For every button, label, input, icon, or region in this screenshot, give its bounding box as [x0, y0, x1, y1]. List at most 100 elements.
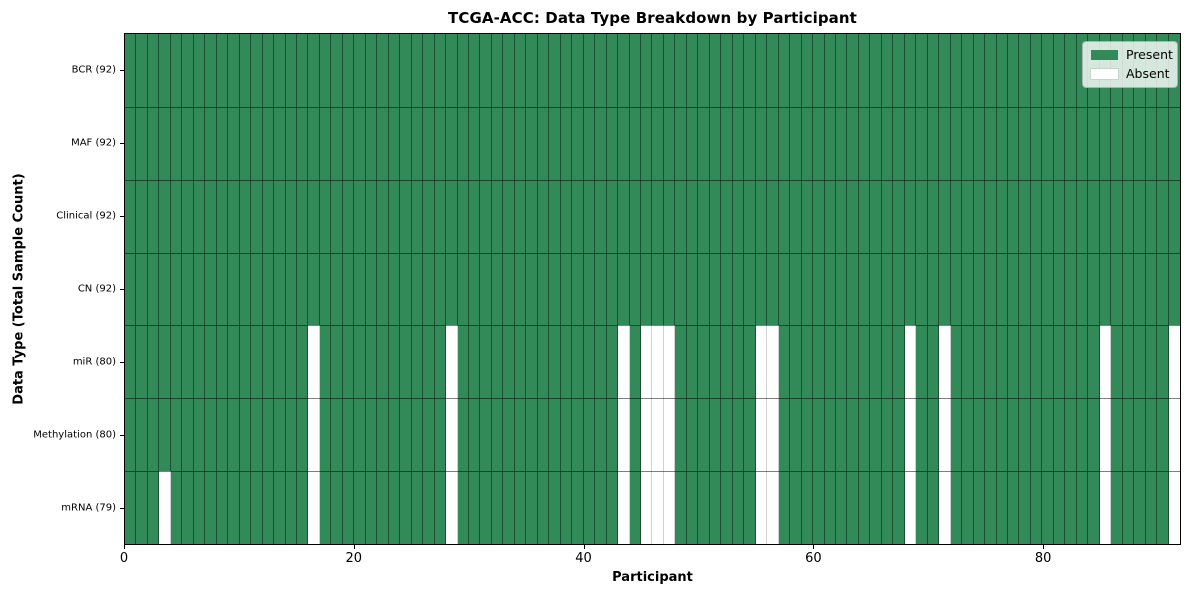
heatmap-cell-r6-c75: [985, 471, 997, 544]
heatmap-cell-r4-c73: [962, 325, 974, 399]
heatmap-cell-r1-c60: [813, 106, 825, 180]
heatmap-cell-r0-c25: [411, 34, 424, 107]
heatmap-cell-r3-c1: [136, 252, 148, 326]
heatmap-cell-r3-c70: [927, 252, 940, 326]
heatmap-cell-r3-c8: [216, 252, 229, 326]
heatmap-cell-r5-c46: [652, 398, 664, 472]
heatmap-cell-r3-c27: [434, 252, 447, 326]
heatmap-cell-r2-c87: [1122, 179, 1135, 253]
heatmap-cell-r2-c80: [1042, 179, 1054, 253]
x-tick-label: 0: [119, 551, 129, 566]
heatmap-cell-r2-c54: [744, 179, 756, 253]
heatmap-cell-r4-c52: [721, 325, 733, 399]
heatmap-cell-r4-c85: [1099, 325, 1112, 399]
heatmap-cell-r6-c8: [216, 471, 229, 544]
heatmap-cell-r1-c54: [744, 106, 756, 180]
heatmap-cell-r3-c13: [274, 252, 286, 326]
heatmap-cell-r5-c49: [686, 398, 699, 472]
heatmap-cell-r3-c35: [526, 252, 538, 326]
heatmap-cell-r3-c0: [125, 252, 137, 326]
heatmap-cell-r3-c46: [652, 252, 664, 326]
heatmap-cell-r4-c79: [1030, 325, 1043, 399]
heatmap-cell-r3-c64: [858, 252, 871, 326]
heatmap-cell-r2-c63: [847, 179, 859, 253]
heatmap-cell-r0-c69: [916, 34, 928, 107]
heatmap-cell-r2-c40: [583, 179, 596, 253]
heatmap-cell-r4-c90: [1157, 325, 1169, 399]
heatmap-cell-r4-c17: [319, 325, 332, 399]
heatmap-cell-r5-c62: [835, 398, 848, 472]
heatmap-cell-r2-c43: [618, 179, 630, 253]
heatmap-cell-r3-c58: [790, 252, 802, 326]
heatmap-cell-r2-c77: [1007, 179, 1020, 253]
heatmap-cell-r1-c35: [526, 106, 538, 180]
heatmap-cell-r2-c59: [801, 179, 814, 253]
heatmap-cell-r0-c75: [985, 34, 997, 107]
heatmap-cell-r6-c44: [629, 471, 642, 544]
heatmap-cell-r4-c32: [491, 325, 504, 399]
heatmap-cell-r4-c57: [778, 325, 791, 399]
heatmap-cell-r1-c62: [835, 106, 848, 180]
heatmap-cell-r2-c85: [1099, 179, 1112, 253]
heatmap-cell-r0-c9: [228, 34, 240, 107]
heatmap-cell-r0-c17: [319, 34, 332, 107]
heatmap-cell-r3-c47: [663, 252, 676, 326]
heatmap-cell-r5-c61: [824, 398, 836, 472]
heatmap-cell-r6-c54: [744, 471, 756, 544]
heatmap-cell-r5-c56: [767, 398, 779, 472]
heatmap-cell-r2-c65: [870, 179, 882, 253]
heatmap-cell-r2-c6: [193, 179, 206, 253]
heatmap-cell-r0-c2: [147, 34, 160, 107]
heatmap-cell-r4-c89: [1145, 325, 1158, 399]
heatmap-cell-r0-c62: [835, 34, 848, 107]
heatmap-cell-r3-c81: [1053, 252, 1066, 326]
heatmap-cell-r4-c39: [572, 325, 584, 399]
heatmap-cell-r0-c31: [480, 34, 492, 107]
heatmap-cell-r5-c29: [457, 398, 470, 472]
heatmap-cell-r1-c69: [916, 106, 928, 180]
heatmap-cell-r6-c58: [790, 471, 802, 544]
heatmap-cell-r6-c4: [170, 471, 183, 544]
heatmap-cell-r3-c29: [457, 252, 470, 326]
heatmap-cell-r5-c76: [996, 398, 1008, 472]
heatmap-cell-r0-c0: [125, 34, 137, 107]
heatmap-cell-r2-c23: [388, 179, 401, 253]
heatmap-cell-r2-c86: [1111, 179, 1123, 253]
heatmap-cell-r0-c38: [560, 34, 573, 107]
heatmap-cell-r1-c42: [606, 106, 619, 180]
heatmap-cell-r3-c16: [308, 252, 320, 326]
heatmap-cell-r6-c51: [709, 471, 722, 544]
y-tick-mark: [120, 289, 124, 290]
heatmap-cell-r2-c49: [686, 179, 699, 253]
heatmap-cell-r5-c21: [365, 398, 378, 472]
heatmap-cell-r3-c32: [491, 252, 504, 326]
heatmap-cell-r6-c85: [1099, 471, 1112, 544]
heatmap-cell-r3-c85: [1099, 252, 1112, 326]
heatmap-cell-r3-c41: [595, 252, 607, 326]
heatmap-cell-r6-c42: [606, 471, 619, 544]
heatmap-cell-r3-c2: [147, 252, 160, 326]
heatmap-cell-r4-c54: [744, 325, 756, 399]
heatmap-cell-r0-c26: [423, 34, 435, 107]
heatmap-cell-r6-c74: [973, 471, 986, 544]
heatmap-cell-r4-c11: [251, 325, 263, 399]
heatmap-cell-r5-c44: [629, 398, 642, 472]
heatmap-cell-r1-c50: [698, 106, 710, 180]
heatmap-cell-r4-c20: [354, 325, 366, 399]
heatmap-cell-r5-c5: [182, 398, 194, 472]
heatmap-cell-r3-c48: [675, 252, 687, 326]
heatmap-cell-r6-c20: [354, 471, 366, 544]
heatmap-cell-r2-c44: [629, 179, 642, 253]
heatmap-cell-r6-c59: [801, 471, 814, 544]
heatmap-cell-r5-c74: [973, 398, 986, 472]
heatmap-cell-r3-c54: [744, 252, 756, 326]
heatmap-cell-r3-c33: [503, 252, 515, 326]
heatmap-cell-r4-c8: [216, 325, 229, 399]
x-tick-mark: [813, 545, 815, 549]
heatmap-cell-r3-c71: [939, 252, 951, 326]
heatmap-cell-r1-c18: [331, 106, 343, 180]
heatmap-cell-r5-c66: [881, 398, 894, 472]
heatmap-cell-r4-c33: [503, 325, 515, 399]
heatmap-cell-r2-c53: [732, 179, 745, 253]
heatmap-cell-r0-c46: [652, 34, 664, 107]
